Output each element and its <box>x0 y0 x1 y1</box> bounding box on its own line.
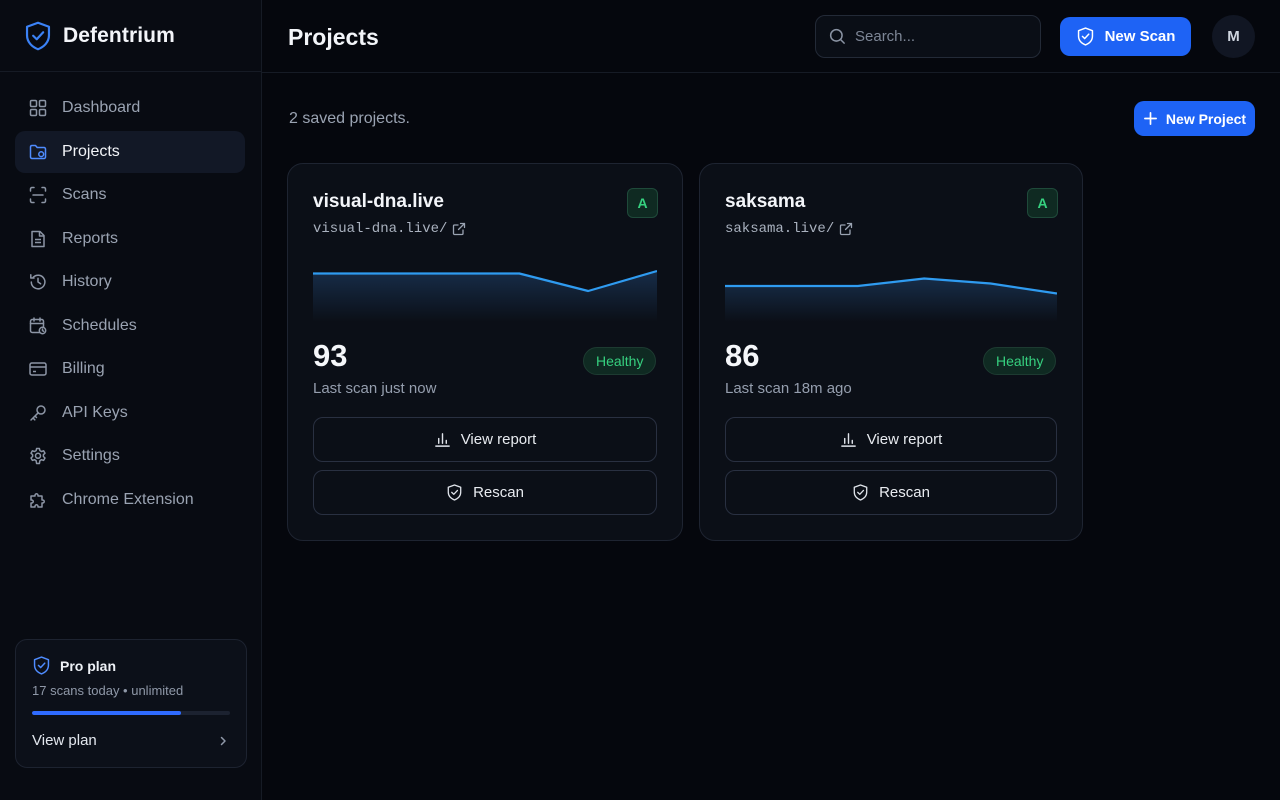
page-title: Projects <box>288 24 379 50</box>
project-score: 86 <box>725 338 760 373</box>
new-scan-button[interactable]: New Scan <box>1060 17 1191 56</box>
project-url-link[interactable]: visual-dna.live/ <box>313 221 466 237</box>
credit-card-icon <box>29 362 47 376</box>
last-scan-time: Last scan 18m ago <box>725 380 852 397</box>
project-card: saksama saksama.live/ A 86 Healthy Last … <box>699 163 1083 541</box>
brand[interactable]: Defentrium <box>0 0 261 72</box>
history-icon <box>30 274 46 290</box>
search-input[interactable] <box>855 28 1025 45</box>
external-link-icon <box>453 222 466 236</box>
sidebar-item-history[interactable]: History <box>15 261 245 303</box>
project-score: 93 <box>313 338 348 373</box>
view-plan-link[interactable]: View plan <box>32 732 230 749</box>
sidebar-item-dashboard[interactable]: Dashboard <box>15 87 245 129</box>
search-box[interactable] <box>815 15 1041 58</box>
new-scan-label: New Scan <box>1104 28 1176 45</box>
sidebar-item-reports[interactable]: Reports <box>15 218 245 260</box>
scan-icon <box>29 186 47 204</box>
sidebar-item-label: API Keys <box>62 403 128 421</box>
sparkline-area <box>725 278 1057 322</box>
new-project-label: New Project <box>1165 110 1247 127</box>
rescan-button[interactable]: Rescan <box>725 470 1057 515</box>
plus-icon <box>1143 112 1157 125</box>
external-link-icon <box>840 222 853 236</box>
plan-usage: 17 scans today • unlimited <box>32 683 184 698</box>
sidebar-item-label: History <box>62 273 112 290</box>
shield-check-icon <box>33 656 50 675</box>
project-name: saksama <box>725 191 806 212</box>
sidebar-nav: Dashboard Projects Scans Reports <box>0 72 261 521</box>
brand-name: Defentrium <box>63 23 175 47</box>
chevron-right-icon <box>220 736 226 745</box>
score-sparkline <box>725 277 1057 322</box>
sidebar-item-schedules[interactable]: Schedules <box>15 305 245 347</box>
sparkline-line <box>725 277 1057 295</box>
project-url: visual-dna.live/ <box>313 221 448 237</box>
last-scan-time: Last scan just now <box>313 380 437 397</box>
new-project-button[interactable]: New Project <box>1134 101 1255 136</box>
rescan-label: Rescan <box>473 484 524 501</box>
plan-card: Pro plan 17 scans today • unlimited View… <box>15 639 247 768</box>
shield-check-icon <box>447 484 462 501</box>
sidebar: Defentrium Dashboard Projects Scans <box>0 0 262 800</box>
sidebar-item-label: Schedules <box>62 316 137 334</box>
sidebar-item-projects[interactable]: Projects <box>15 130 245 173</box>
avatar[interactable]: M <box>1212 15 1255 58</box>
status-badge: Healthy <box>983 347 1057 375</box>
sidebar-item-label: Scans <box>62 186 107 203</box>
puzzle-icon <box>30 492 45 508</box>
gear-icon <box>30 447 46 465</box>
shield-check-icon <box>25 21 51 50</box>
sidebar-item-label: Billing <box>62 360 105 377</box>
project-url: saksama.live/ <box>725 221 835 237</box>
shield-check-icon <box>1077 27 1093 46</box>
plan-progress-bar <box>32 711 230 715</box>
project-name: visual-dna.live <box>313 191 444 212</box>
sidebar-item-label: Reports <box>62 229 119 247</box>
view-plan-label: View plan <box>32 732 97 749</box>
view-report-label: View report <box>460 431 537 448</box>
plan-title: Pro plan <box>60 657 117 674</box>
projects-count: 2 saved projects. <box>289 110 410 127</box>
sidebar-item-billing[interactable]: Billing <box>15 348 245 390</box>
sidebar-item-settings[interactable]: Settings <box>15 435 245 477</box>
grid-icon <box>29 99 47 117</box>
grade-badge: A <box>627 188 658 218</box>
sidebar-item-label: Dashboard <box>62 99 141 116</box>
bar-chart-icon <box>840 433 856 447</box>
grade-badge: A <box>1027 188 1058 218</box>
rescan-label: Rescan <box>879 484 930 501</box>
file-icon <box>31 230 45 247</box>
search-icon <box>829 28 845 44</box>
status-badge: Healthy <box>583 347 657 375</box>
sidebar-item-chrome-extension[interactable]: Chrome Extension <box>15 479 245 521</box>
sparkline-line <box>313 269 657 293</box>
plan-progress-fill <box>32 711 181 715</box>
rescan-button[interactable]: Rescan <box>313 470 657 515</box>
view-report-button[interactable]: View report <box>725 417 1057 462</box>
top-header: Projects New Scan M <box>262 0 1280 73</box>
sidebar-item-label: Settings <box>62 447 120 464</box>
sparkline-area <box>313 271 657 322</box>
view-report-label: View report <box>866 431 943 448</box>
bar-chart-icon <box>434 433 450 447</box>
shield-check-icon <box>853 484 868 501</box>
project-card: visual-dna.live visual-dna.live/ A 93 He… <box>287 163 683 541</box>
sidebar-item-label: Projects <box>62 142 120 160</box>
sidebar-item-api-keys[interactable]: API Keys <box>15 392 245 434</box>
calendar-icon <box>29 316 47 334</box>
view-report-button[interactable]: View report <box>313 417 657 462</box>
sidebar-item-scans[interactable]: Scans <box>15 174 245 216</box>
score-sparkline <box>313 269 657 322</box>
project-url-link[interactable]: saksama.live/ <box>725 221 853 237</box>
sidebar-item-label: Chrome Extension <box>62 490 194 508</box>
plan-header: Pro plan <box>32 656 230 675</box>
key-icon <box>30 404 46 421</box>
folder-icon <box>29 144 47 159</box>
